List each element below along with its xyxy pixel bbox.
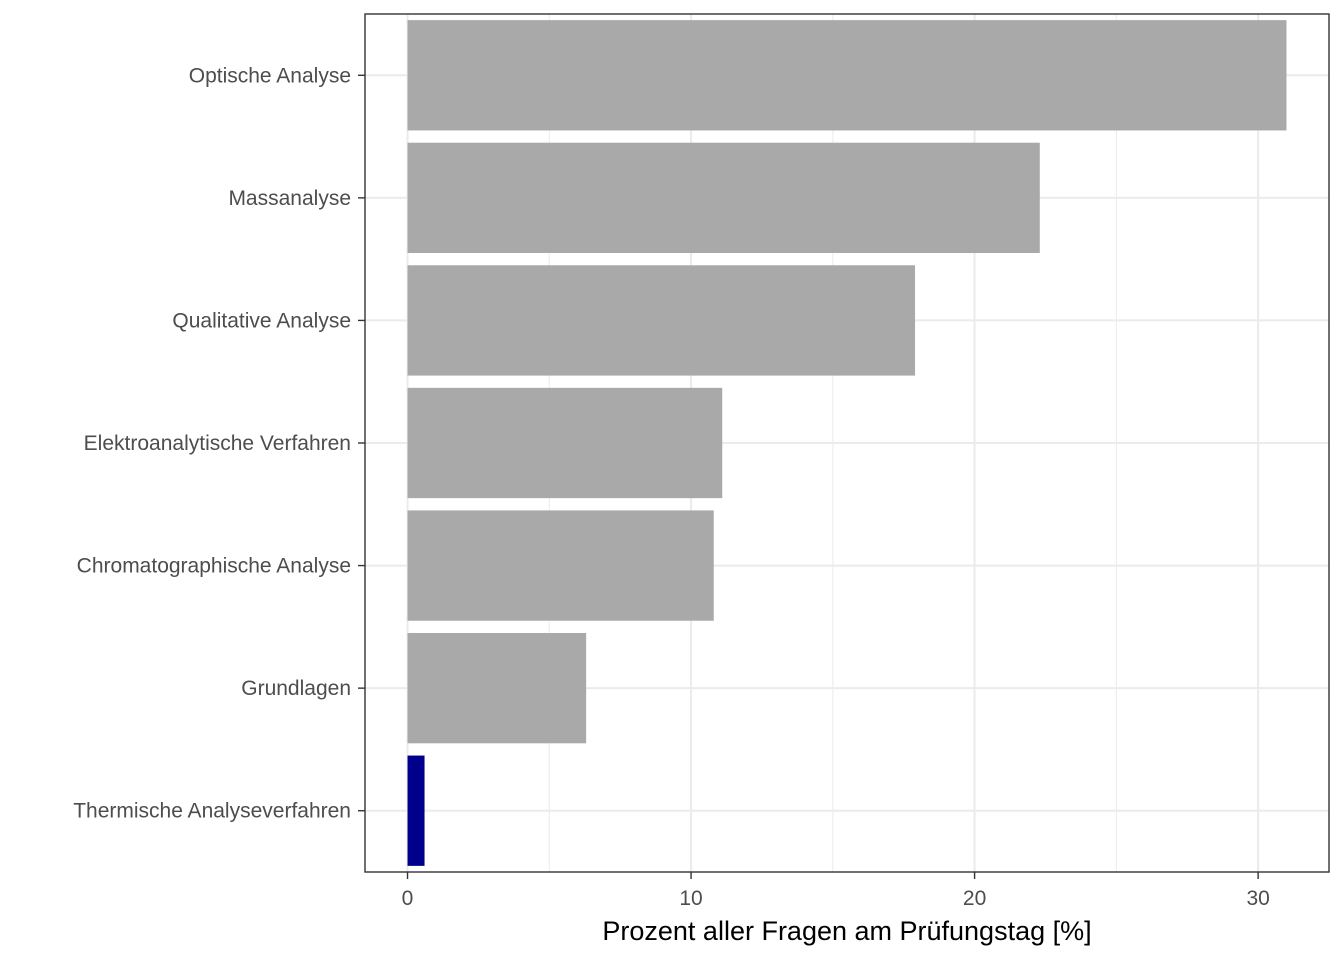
- x-tick-label: 20: [963, 887, 986, 910]
- y-tick-label: Massanalyse: [228, 187, 351, 210]
- bar-massanalyse: [407, 142, 1040, 254]
- y-tick-label: Thermische Analyseverfahren: [73, 800, 351, 823]
- y-axis: Optische Analyse Massanalyse Qualitative A…: [73, 64, 365, 823]
- x-tick-label: 10: [679, 887, 702, 910]
- y-tick-label: Chromatographische Analyse: [77, 555, 351, 578]
- bar-elektroanalytische-verfahren: [407, 387, 723, 499]
- x-axis: 0 10 20 30: [402, 872, 1270, 910]
- bar-thermische-analyseverfahren: [407, 755, 425, 866]
- x-tick-label: 30: [1246, 887, 1269, 910]
- y-tick-label: Grundlagen: [241, 677, 351, 700]
- bars-group: [407, 20, 1287, 866]
- bar-optische-analyse: [407, 20, 1287, 131]
- y-tick-label: Optische Analyse: [189, 64, 351, 87]
- bar-qualitative-analyse: [407, 265, 916, 376]
- bar-grundlagen: [407, 632, 587, 744]
- y-tick-label: Elektroanalytische Verfahren: [84, 432, 351, 455]
- y-tick-label: Qualitative Analyse: [172, 309, 351, 332]
- bar-chromatographische-analyse: [407, 510, 714, 621]
- x-tick-label: 0: [402, 887, 414, 910]
- x-axis-title: Prozent aller Fragen am Prüfungstag [%]: [602, 916, 1091, 946]
